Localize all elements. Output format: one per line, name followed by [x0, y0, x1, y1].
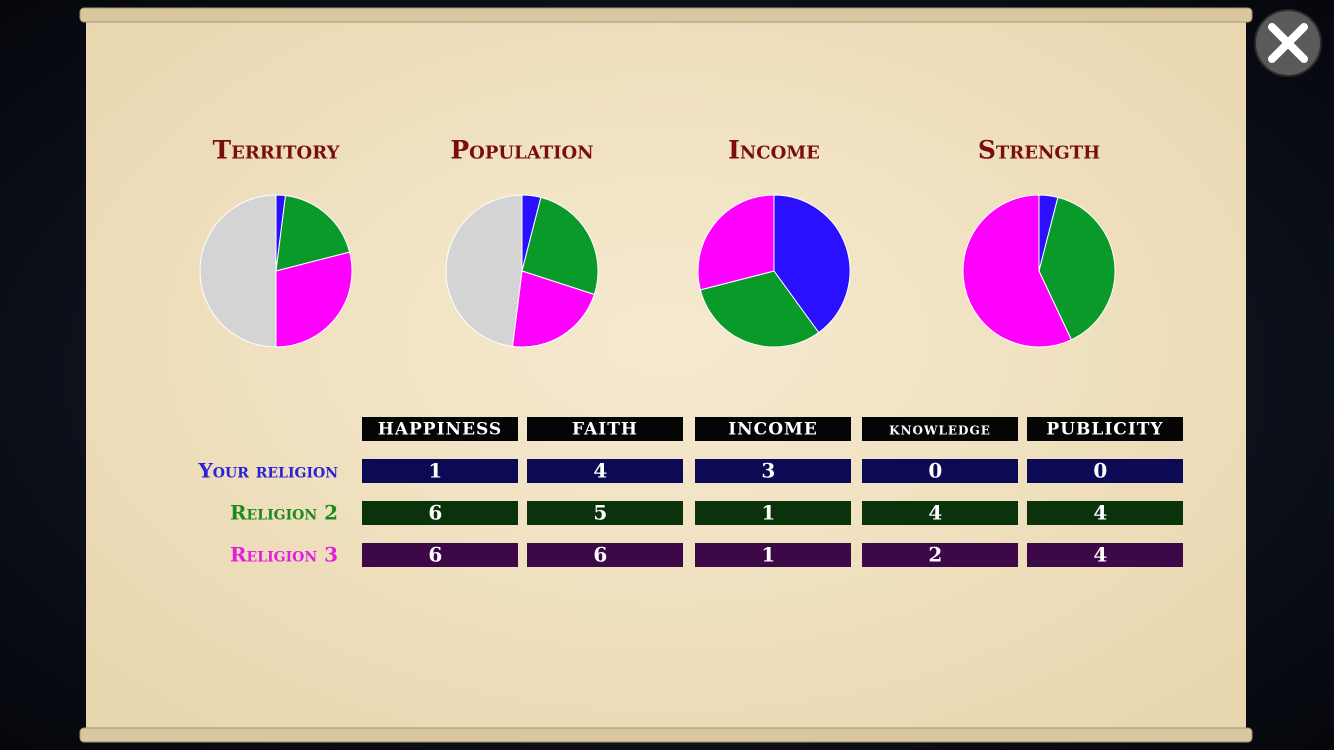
- stat-cell: [1027, 543, 1183, 567]
- row-label: Religion 3: [230, 543, 338, 567]
- stat-cell: [1027, 501, 1183, 525]
- stat-value: 0: [1093, 459, 1107, 483]
- header-label: FAITH: [572, 420, 638, 440]
- stat-cell: [695, 501, 851, 525]
- stat-cell: [695, 543, 851, 567]
- pie-slice: [697, 194, 775, 291]
- scroll-rod-bottom: [79, 727, 1253, 743]
- pie-title: Income: [728, 136, 820, 165]
- header-cell: [862, 417, 1018, 441]
- stat-cell: [695, 459, 851, 483]
- stat-cell: [862, 459, 1018, 483]
- pie-slice: [199, 194, 277, 348]
- stat-value: 6: [593, 543, 607, 567]
- pie-slice: [275, 251, 353, 348]
- stat-cell: [1027, 459, 1183, 483]
- scroll-rod-top: [79, 7, 1253, 23]
- header-label: HAPPINESS: [378, 420, 502, 440]
- stat-value: 0: [928, 459, 942, 483]
- close-button[interactable]: [1254, 9, 1322, 77]
- header-cell: [695, 417, 851, 441]
- pie-slice: [445, 194, 523, 347]
- header-label: knowledge: [889, 420, 991, 440]
- stat-value: 4: [1093, 543, 1107, 567]
- stat-cell: [362, 501, 518, 525]
- header-cell: [527, 417, 683, 441]
- stat-value: 4: [1093, 501, 1107, 525]
- row-label: Religion 2: [230, 501, 338, 525]
- stat-value: 1: [428, 459, 442, 483]
- scroll: [86, 14, 1246, 738]
- pie-title: Territory: [213, 136, 341, 165]
- pie-slice: [511, 270, 595, 348]
- stat-cell: [527, 501, 683, 525]
- pie-slice: [521, 196, 599, 296]
- pie-title: Strength: [978, 136, 1100, 165]
- stat-value: 5: [593, 501, 607, 525]
- stat-value: 4: [928, 501, 942, 525]
- pie-slice: [275, 195, 351, 272]
- header-cell: [1027, 417, 1183, 441]
- stat-value: 6: [428, 501, 442, 525]
- stat-cell: [362, 459, 518, 483]
- stat-cell: [527, 543, 683, 567]
- stat-value: 3: [761, 459, 775, 483]
- header-label: INCOME: [728, 420, 818, 440]
- pie-slice: [699, 270, 820, 348]
- stat-cell: [527, 459, 683, 483]
- stat-value: 2: [928, 543, 942, 567]
- stat-value: 6: [428, 543, 442, 567]
- pie-title: Population: [450, 136, 593, 165]
- header-label: PUBLICITY: [1046, 420, 1163, 440]
- stat-value: 4: [593, 459, 607, 483]
- stat-cell: [862, 543, 1018, 567]
- stat-value: 1: [761, 543, 775, 567]
- header-cell: [362, 417, 518, 441]
- pie-slice: [962, 194, 1073, 348]
- row-label: Your religion: [198, 459, 339, 483]
- stat-value: 1: [761, 501, 775, 525]
- pie-slice: [773, 194, 851, 334]
- close-icon[interactable]: [1268, 23, 1308, 63]
- stat-cell: [862, 501, 1018, 525]
- pie-slice: [1038, 196, 1116, 341]
- stat-cell: [362, 543, 518, 567]
